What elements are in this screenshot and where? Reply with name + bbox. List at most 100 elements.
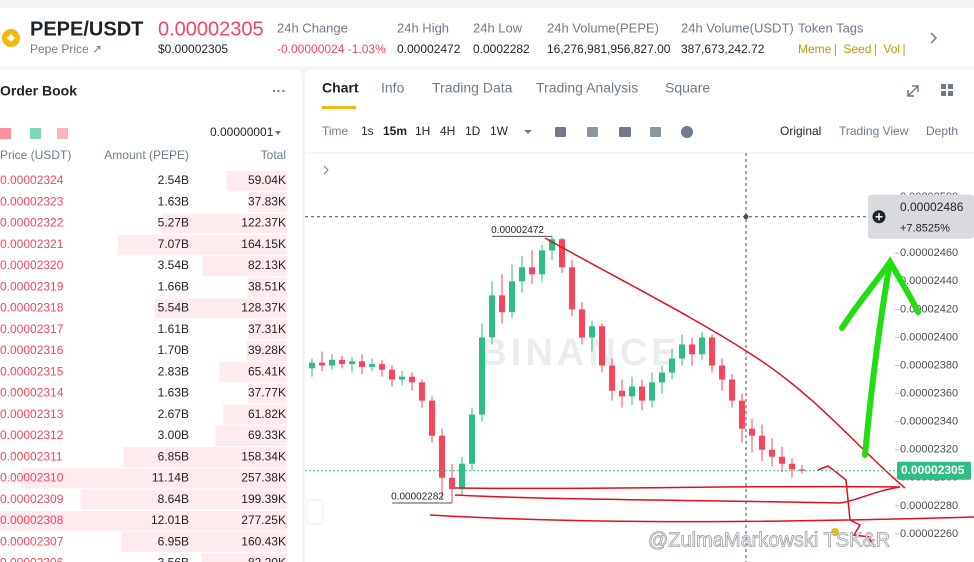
price-tick-label: 0.00002400 bbox=[900, 331, 958, 343]
current-price-box bbox=[897, 461, 971, 480]
chart-tab[interactable]: Square bbox=[665, 80, 710, 96]
view-option[interactable]: Trading View bbox=[839, 124, 909, 138]
view-option[interactable]: Original bbox=[780, 124, 821, 138]
order-cell[interactable]: 0.00002317 bbox=[0, 322, 64, 336]
chart-tab[interactable]: Info bbox=[381, 80, 405, 96]
view-asks[interactable] bbox=[57, 128, 68, 139]
depth-bar bbox=[215, 425, 287, 446]
order-cell[interactable]: 0.00002312 bbox=[0, 428, 64, 442]
order-cell: 11.14B bbox=[152, 471, 189, 485]
interval[interactable]: 15m bbox=[383, 124, 407, 138]
order-cell[interactable]: 0.00002322 bbox=[0, 216, 64, 230]
token-tag[interactable]: Seed bbox=[843, 42, 871, 56]
view-option[interactable]: Depth bbox=[926, 124, 958, 138]
candle-body bbox=[759, 435, 765, 450]
screenshot-watermark: @ZulmaMarkowski TSK&R bbox=[648, 529, 890, 551]
candle-body bbox=[359, 361, 365, 367]
candle-body bbox=[709, 337, 715, 366]
interval-dropdown[interactable] bbox=[524, 130, 532, 134]
tool-icon[interactable] bbox=[587, 127, 598, 137]
chart-tab[interactable]: Trading Analysis bbox=[536, 80, 638, 96]
token-icon-mark bbox=[7, 34, 15, 42]
order-cell[interactable]: 0.00002316 bbox=[0, 343, 64, 357]
order-cell[interactable]: 0.00002318 bbox=[0, 301, 64, 315]
order-cell: 5.27B bbox=[158, 216, 189, 230]
order-cell: 1.70B bbox=[158, 343, 189, 357]
order-cell: 37.31K bbox=[248, 322, 286, 336]
settings-icon[interactable] bbox=[681, 126, 693, 138]
layout-icon[interactable] bbox=[948, 84, 953, 89]
depth-bar bbox=[20, 468, 288, 489]
order-cell[interactable]: 0.00002313 bbox=[0, 407, 64, 421]
order-cell: 61.82K bbox=[248, 407, 286, 421]
view-bids[interactable] bbox=[30, 128, 41, 139]
price-tick-label: 0.00002440 bbox=[900, 275, 958, 287]
candle-body bbox=[319, 362, 325, 366]
order-cell: 277.25K bbox=[241, 513, 286, 527]
candle-body bbox=[429, 400, 435, 436]
tool-icon[interactable] bbox=[619, 127, 631, 137]
candle-body bbox=[589, 326, 595, 338]
more-menu[interactable]: ··· bbox=[272, 83, 286, 99]
order-cell[interactable]: 0.00002308 bbox=[0, 513, 64, 527]
order-book-title: Order Book bbox=[0, 83, 77, 99]
expand-icon[interactable] bbox=[907, 85, 919, 97]
candle-body bbox=[619, 390, 625, 397]
candle-body bbox=[489, 295, 495, 338]
interval[interactable]: 1H bbox=[415, 124, 430, 138]
order-cell[interactable]: 0.00002314 bbox=[0, 386, 64, 400]
candle-body bbox=[649, 382, 655, 401]
tool-icon[interactable] bbox=[555, 127, 566, 137]
view-both[interactable] bbox=[0, 128, 11, 139]
collapse-arrow[interactable] bbox=[323, 165, 329, 175]
side-toggle[interactable] bbox=[306, 499, 324, 525]
depth-bar bbox=[202, 255, 287, 276]
interval[interactable]: 1W bbox=[490, 124, 509, 138]
order-cell[interactable]: 0.00002307 bbox=[0, 534, 64, 548]
order-cell: 160.43K bbox=[241, 534, 286, 548]
order-cell: 59.04K bbox=[248, 173, 286, 187]
event-dot[interactable] bbox=[831, 528, 839, 536]
candle-body bbox=[699, 337, 705, 355]
order-cell[interactable]: 0.00002315 bbox=[0, 364, 64, 378]
chart-tab[interactable]: Trading Data bbox=[432, 80, 513, 96]
order-cell[interactable]: 0.00002324 bbox=[0, 173, 64, 187]
stat-value: 0.00002472 bbox=[397, 42, 461, 56]
order-cell[interactable]: 0.00002306 bbox=[0, 555, 64, 562]
depth-bar bbox=[154, 298, 287, 319]
token-tag[interactable]: Vol bbox=[883, 42, 900, 56]
candle-body bbox=[669, 358, 675, 373]
order-cell[interactable]: 0.00002321 bbox=[0, 237, 64, 251]
plot: BINANCE0.000025000.000024800.000024600.0… bbox=[305, 153, 974, 562]
order-cell[interactable]: 0.00002319 bbox=[0, 279, 64, 293]
interval[interactable]: 4H bbox=[440, 124, 455, 138]
interval[interactable]: 1D bbox=[465, 124, 481, 138]
depth-bar bbox=[123, 447, 287, 468]
order-cell[interactable]: 0.00002309 bbox=[0, 492, 64, 506]
layout-icon[interactable] bbox=[941, 91, 946, 96]
token-tag[interactable]: Meme bbox=[798, 42, 832, 56]
chart-tab[interactable]: Chart bbox=[322, 80, 359, 96]
layout-icon[interactable] bbox=[948, 91, 953, 96]
order-cell[interactable]: 0.00002320 bbox=[0, 258, 64, 272]
candle-body bbox=[329, 359, 335, 366]
price-link[interactable]: Pepe Price ↗ bbox=[30, 42, 102, 56]
precision-select[interactable]: 0.00000001 bbox=[210, 125, 274, 139]
candle-body bbox=[789, 463, 795, 470]
order-cell: 1.63B bbox=[158, 386, 189, 400]
order-cell[interactable]: 0.00002310 bbox=[0, 471, 64, 485]
drawn-support bbox=[429, 514, 974, 523]
interval[interactable]: 1s bbox=[361, 124, 374, 138]
candle-body bbox=[439, 435, 445, 478]
candle-body bbox=[729, 379, 735, 401]
price-tick-label: 0.00002420 bbox=[900, 303, 958, 315]
order-cell[interactable]: 0.00002323 bbox=[0, 194, 64, 208]
candle-body bbox=[719, 365, 725, 380]
header-next[interactable] bbox=[930, 32, 938, 44]
order-cell[interactable]: 0.00002311 bbox=[0, 449, 63, 463]
layout-icon[interactable] bbox=[941, 84, 946, 89]
tool-icon[interactable] bbox=[650, 127, 661, 137]
crosshair-price: 0.00002486 bbox=[900, 200, 964, 214]
current-price-label: 0.00002305 bbox=[901, 463, 965, 477]
stat-value: -0.00000024 -1.03% bbox=[277, 42, 386, 56]
